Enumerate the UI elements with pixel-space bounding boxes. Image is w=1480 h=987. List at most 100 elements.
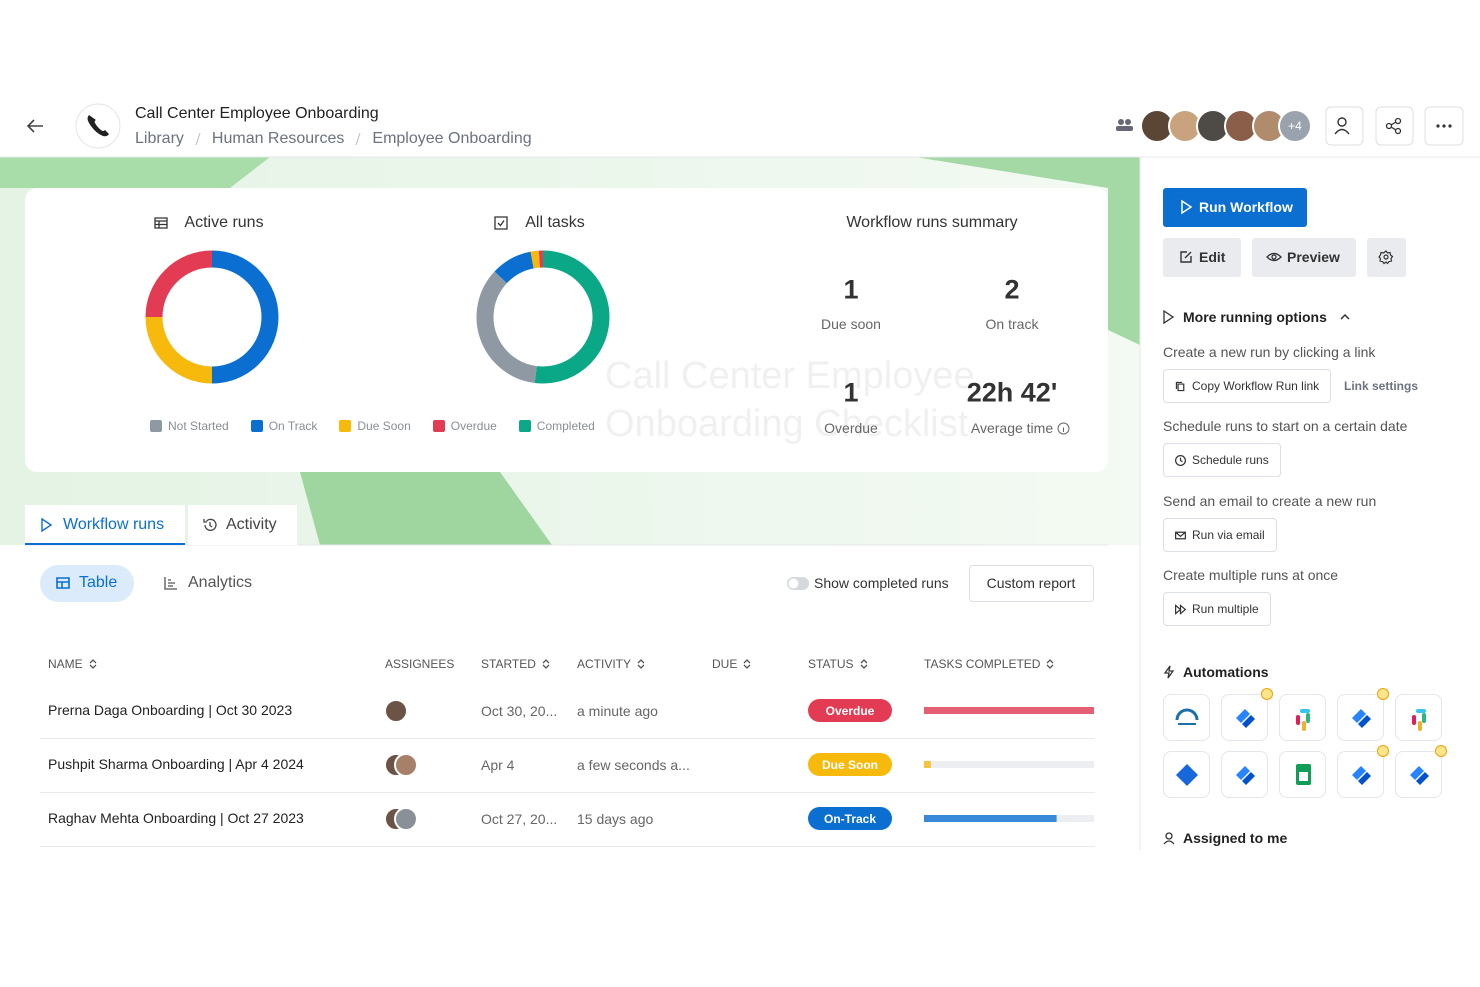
- separator-line: [355, 132, 361, 146]
- option-text: Create multiple runs at once: [1163, 567, 1339, 583]
- option-button-label[interactable]: Schedule runs: [1192, 453, 1269, 467]
- option-button-label[interactable]: Run via email: [1192, 528, 1265, 542]
- section-title: Automations: [1183, 664, 1269, 680]
- tab[interactable]: [188, 505, 297, 545]
- option-button-label[interactable]: Run multiple: [1192, 602, 1259, 616]
- column-header[interactable]: STARTED: [481, 657, 536, 671]
- donut-segment: [494, 251, 535, 284]
- option-button[interactable]: Copy Workflow Run link: [1163, 369, 1332, 403]
- option-text: Schedule runs to start on a certain date: [1163, 418, 1408, 434]
- edit-button[interactable]: [1163, 238, 1241, 277]
- workflow-icon: [75, 103, 121, 149]
- toggle-knob: [788, 578, 799, 589]
- breadcrumb: Library Human Resources Employee Onboardin…: [135, 130, 532, 148]
- settings-button[interactable]: [1367, 238, 1406, 277]
- automation-card[interactable]: [1395, 694, 1442, 741]
- automation-card[interactable]: [1279, 694, 1326, 741]
- option-icon: [1175, 454, 1186, 466]
- toggle-label[interactable]: Show completed runs: [814, 575, 949, 591]
- status-pill: [808, 753, 892, 776]
- row-divider: [40, 846, 1095, 847]
- button-label[interactable]: Edit: [1199, 249, 1226, 265]
- separator: [355, 132, 361, 146]
- automation-card[interactable]: [1337, 694, 1384, 741]
- section-title[interactable]: More running options: [1183, 309, 1327, 325]
- share-button[interactable]: [1375, 106, 1414, 146]
- breadcrumb-item[interactable]: Human Resources: [211, 130, 345, 147]
- option-icon: [1175, 603, 1187, 615]
- logo: [1242, 772, 1255, 785]
- view-label[interactable]: Analytics: [188, 574, 253, 591]
- automation-card[interactable]: [1163, 694, 1210, 741]
- column-header[interactable]: ACTIVITY: [577, 657, 632, 671]
- assignees: [384, 807, 418, 831]
- row-activity: 15 days ago: [577, 811, 654, 827]
- column-header[interactable]: NAME: [48, 657, 83, 671]
- option-button[interactable]: Run multiple: [1163, 592, 1271, 626]
- tab-label[interactable]: Activity: [226, 516, 277, 533]
- column-header[interactable]: TASKS COMPLETED: [924, 657, 1041, 671]
- icon-path: [1175, 454, 1186, 466]
- icon: [494, 216, 508, 230]
- option-button-label[interactable]: Copy Workflow Run link: [1192, 379, 1320, 393]
- automation-card[interactable]: [1221, 694, 1268, 741]
- more-members-badge: [1278, 109, 1312, 143]
- custom-report-button[interactable]: [969, 565, 1094, 602]
- phone-icon: [87, 115, 109, 137]
- breadcrumb-item[interactable]: Employee Onboarding: [372, 130, 532, 147]
- option-link[interactable]: Link settings: [1344, 379, 1419, 393]
- icon-path: [41, 517, 53, 533]
- preview-button[interactable]: [1252, 238, 1356, 277]
- assignee-avatar: [384, 699, 408, 723]
- breadcrumb-item[interactable]: Library: [135, 130, 184, 147]
- view-label[interactable]: Table: [79, 574, 118, 591]
- button-label[interactable]: Preview: [1287, 249, 1340, 265]
- legend-swatch: [250, 420, 263, 432]
- column-header[interactable]: DUE: [712, 657, 738, 671]
- tab-label[interactable]: Workflow runs: [63, 516, 165, 533]
- legend-item: Completed: [518, 419, 595, 433]
- option-button[interactable]: Schedule runs: [1163, 443, 1281, 477]
- icon-path: [56, 577, 70, 589]
- progress-fill: [924, 707, 1094, 714]
- automation-badge: [1435, 745, 1447, 757]
- status-pill: [808, 699, 892, 722]
- donut-chart: [145, 250, 279, 384]
- legend-swatch: [150, 420, 162, 432]
- assign-button[interactable]: [1325, 106, 1364, 146]
- row-name[interactable]: Prerna Daga Onboarding | Oct 30 2023: [48, 702, 293, 718]
- logo: [1296, 715, 1300, 725]
- section-title[interactable]: Assigned to me: [1183, 830, 1288, 846]
- progress-bar: [924, 707, 1094, 714]
- column-header: ASSIGNEES: [385, 657, 455, 671]
- view-pill[interactable]: [40, 565, 134, 602]
- icon: [1266, 252, 1282, 262]
- sort-icon: [89, 659, 97, 669]
- sort-arrows: [743, 659, 751, 669]
- progress-fill: [924, 761, 931, 768]
- donut-segment: [145, 316, 213, 384]
- toggle: [787, 577, 809, 590]
- run-button[interactable]: [1163, 188, 1307, 227]
- button-label[interactable]: Run Workflow: [1199, 199, 1293, 215]
- logo: [1422, 713, 1426, 723]
- icon: [203, 518, 217, 531]
- icon-path: [1175, 603, 1187, 615]
- sort-arrows: [637, 659, 645, 669]
- row-name[interactable]: Raghav Mehta Onboarding | Oct 27 2023: [48, 810, 304, 826]
- logo: [1418, 721, 1422, 731]
- hero-shape: [0, 157, 270, 188]
- logo: [1410, 766, 1424, 780]
- automation-card[interactable]: [1163, 751, 1210, 798]
- button-label[interactable]: Custom report: [986, 575, 1076, 591]
- stat-value: 2: [1004, 274, 1020, 305]
- sort-arrows: [860, 659, 868, 669]
- option-button[interactable]: Run via email: [1163, 518, 1277, 552]
- back-icon[interactable]: [26, 119, 43, 133]
- icon-path: [1163, 309, 1175, 325]
- column-header[interactable]: STATUS: [808, 657, 854, 671]
- row-name[interactable]: Pushpit Sharma Onboarding | Apr 4 2024: [48, 756, 304, 772]
- sort-arrows: [1046, 659, 1054, 669]
- status-label: Overdue: [825, 704, 875, 718]
- status-pill: [808, 807, 892, 830]
